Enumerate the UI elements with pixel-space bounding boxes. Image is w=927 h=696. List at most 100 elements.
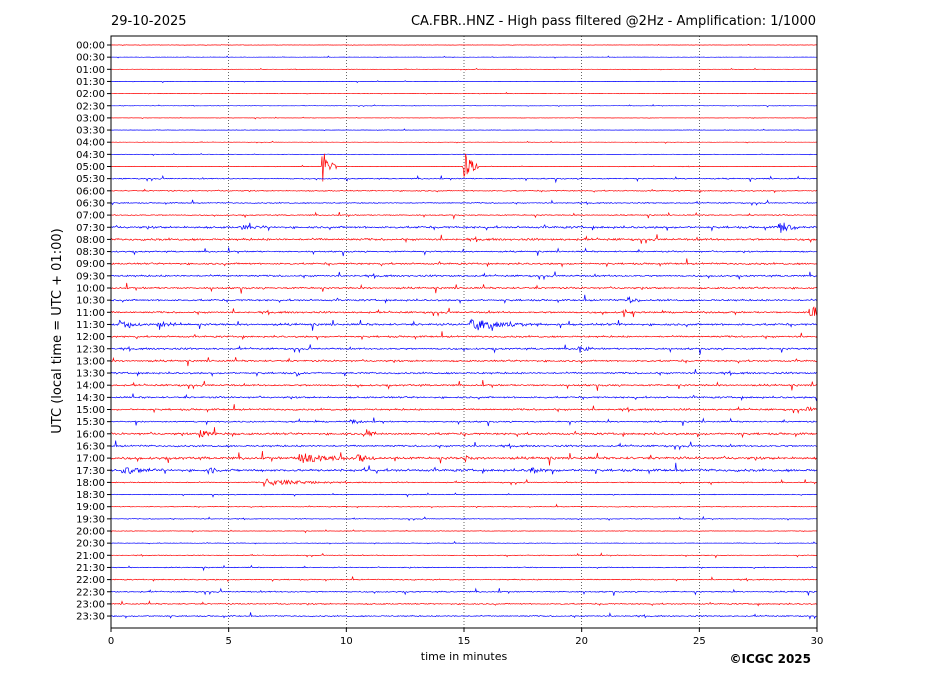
trace-2030 <box>110 540 818 545</box>
y-tick-label: 18:30 <box>76 490 105 501</box>
y-tick-label: 03:00 <box>76 113 105 124</box>
trace-1400 <box>110 380 818 391</box>
trace-1730 <box>110 462 818 475</box>
trace-1630 <box>110 440 818 451</box>
trace-2230 <box>110 587 818 596</box>
y-tick-label: 06:00 <box>76 186 105 197</box>
trace-0700 <box>110 211 818 220</box>
y-tick-label: 04:30 <box>76 150 105 161</box>
y-tick-label: 01:30 <box>76 77 105 88</box>
y-tick-label: 03:30 <box>76 126 105 137</box>
trace-2330 <box>110 612 818 620</box>
trace-1500 <box>111 404 818 414</box>
trace-2300 <box>110 600 818 607</box>
y-tick-label: 08:30 <box>76 247 105 258</box>
y-tick-label: 22:30 <box>76 587 105 598</box>
date-label: 29-10-2025 <box>111 14 187 29</box>
y-tick-label: 22:00 <box>76 575 105 586</box>
trace-2130 <box>110 564 818 572</box>
trace-1530 <box>110 417 818 427</box>
trace-0930 <box>110 271 818 281</box>
y-tick-label: 16:00 <box>76 429 105 440</box>
trace-1900 <box>110 503 818 509</box>
trace-0330 <box>111 128 818 132</box>
x-tick-label: 15 <box>458 636 471 647</box>
y-tick-label: 15:00 <box>76 405 105 416</box>
y-tick-label: 09:30 <box>76 271 105 282</box>
y-tick-label: 07:30 <box>76 223 105 234</box>
trace-1230 <box>110 344 818 355</box>
trace-0130 <box>110 80 818 84</box>
trace-0300 <box>110 116 818 120</box>
trace-1000 <box>110 282 818 294</box>
trace-1300 <box>111 356 818 367</box>
trace-0830 <box>110 247 818 257</box>
x-tick-label: 10 <box>340 636 353 647</box>
trace-0100 <box>110 67 818 71</box>
y-tick-label: 17:30 <box>76 466 105 477</box>
trace-1930 <box>111 515 818 522</box>
vertical-grid <box>228 36 700 628</box>
x-tick-label: 30 <box>811 636 824 647</box>
y-tick-label: 14:00 <box>76 381 105 392</box>
y-tick-label: 11:00 <box>76 308 105 319</box>
y-tick-label: 23:30 <box>76 612 105 623</box>
trace-2100 <box>110 552 818 559</box>
y-tick-label: 15:30 <box>76 417 105 428</box>
trace-0630 <box>110 199 818 207</box>
y-tick-label: 07:00 <box>76 211 105 222</box>
trace-1600 <box>110 427 818 439</box>
y-tick-label: 20:30 <box>76 539 105 550</box>
trace-2000 <box>110 529 818 534</box>
trace-1700 <box>110 450 818 466</box>
trace-1800 <box>110 478 818 487</box>
x-axis-label: time in minutes <box>421 650 508 663</box>
chart-title: CA.FBR..HNZ - High pass filtered @2Hz - … <box>411 14 816 29</box>
trace-1130 <box>110 318 818 331</box>
trace-0430 <box>111 153 817 157</box>
y-tick-label: 14:30 <box>76 393 105 404</box>
y-tick-label: 21:00 <box>76 551 105 562</box>
y-tick-label: 02:30 <box>76 101 105 112</box>
trace-1430 <box>111 393 818 402</box>
y-tick-label: 13:00 <box>76 356 105 367</box>
trace-1830 <box>110 492 818 498</box>
y-tick-label: 12:30 <box>76 344 105 355</box>
y-tick-label: 19:30 <box>76 514 105 525</box>
trace-1200 <box>110 331 818 341</box>
y-tick-label: 02:00 <box>76 89 105 100</box>
y-tick-label: 09:00 <box>76 259 105 270</box>
trace-0000 <box>111 43 817 47</box>
y-tick-label: 11:30 <box>76 320 105 331</box>
y-tick-label: 06:30 <box>76 198 105 209</box>
trace-0230 <box>111 104 818 108</box>
y-tick-label: 16:30 <box>76 441 105 452</box>
y-tick-label: 05:00 <box>76 162 105 173</box>
trace-2200 <box>110 576 818 582</box>
y-tick-label: 10:00 <box>76 284 105 295</box>
trace-0800 <box>110 234 818 244</box>
trace-0600 <box>110 188 818 194</box>
trace-1030 <box>110 294 818 304</box>
y-tick-label: 12:00 <box>76 332 105 343</box>
x-tick-label: 20 <box>575 636 588 647</box>
y-tick-label: 13:30 <box>76 369 105 380</box>
trace-1330 <box>110 369 818 377</box>
copyright-label: ©ICGC 2025 <box>729 652 811 666</box>
trace-0900 <box>110 258 818 268</box>
y-axis-label: UTC (local time = UTC + 01:00) <box>50 228 65 433</box>
y-tick-label: 17:00 <box>76 454 105 465</box>
trace-0200 <box>111 91 818 95</box>
y-tick-label: 19:00 <box>76 502 105 513</box>
x-tick-label: 5 <box>225 636 231 647</box>
y-tick-label: 05:30 <box>76 174 105 185</box>
y-tick-label: 08:00 <box>76 235 105 246</box>
trace-0500 <box>110 153 818 182</box>
y-tick-label: 20:00 <box>76 527 105 538</box>
y-tick-label: 23:00 <box>76 599 105 610</box>
y-tick-label: 00:30 <box>76 53 105 64</box>
trace-0730 <box>110 222 818 233</box>
y-tick-label: 00:00 <box>76 41 105 52</box>
